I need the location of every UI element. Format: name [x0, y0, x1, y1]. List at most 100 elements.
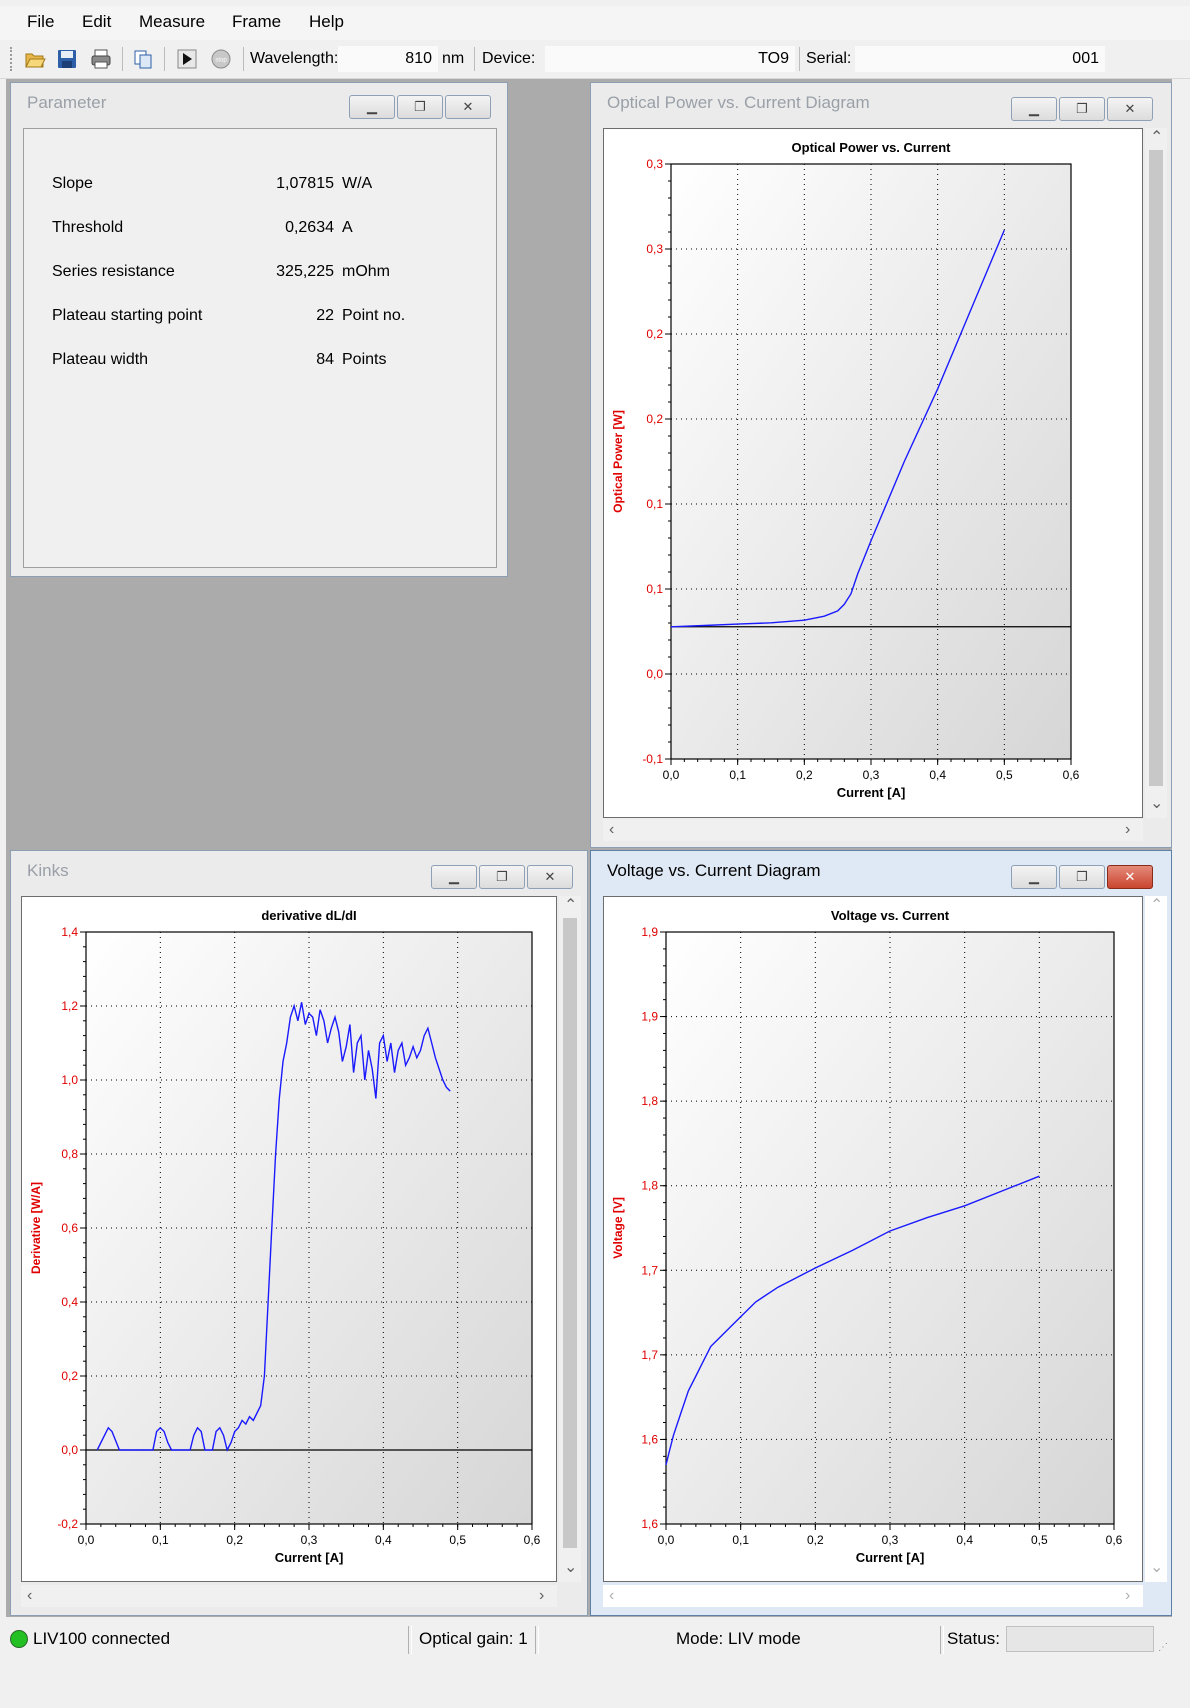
open-folder-icon[interactable] — [24, 48, 46, 70]
wavelength-field[interactable]: 810 — [338, 46, 438, 72]
scroll-down-arrow[interactable]: ⌄ — [564, 1559, 578, 1576]
scroll-right-arrow[interactable]: › — [1125, 821, 1131, 838]
y-tick-label: 0,2 — [646, 327, 663, 341]
device-label: Device: — [482, 50, 536, 67]
device-field[interactable]: TO9 — [545, 46, 795, 72]
menu-bar: File Edit Measure Frame Help — [0, 6, 1190, 40]
scroll-down-arrow[interactable]: ⌄ — [1150, 1559, 1164, 1576]
scroll-right-arrow[interactable]: › — [1125, 1587, 1131, 1604]
close-button[interactable]: ✕ — [1107, 97, 1153, 121]
restore-button[interactable]: ❐ — [397, 95, 443, 119]
x-tick-label: 0,6 — [1063, 768, 1080, 782]
y-tick-label: 0,3 — [646, 242, 663, 256]
x-tick-label: 0,0 — [658, 1533, 675, 1547]
toolbar: stop Wavelength: 810 nm Device: TO9 Seri… — [0, 42, 1190, 79]
scroll-thumb[interactable] — [1149, 150, 1163, 786]
x-tick-label: 0,1 — [152, 1533, 169, 1547]
y-tick-label: 0,4 — [61, 1295, 78, 1309]
horizontal-scrollbar[interactable]: ‹ › — [603, 819, 1143, 841]
scroll-left-arrow[interactable]: ‹ — [609, 821, 615, 838]
serial-label: Serial: — [806, 50, 852, 67]
parameter-label: Plateau width — [52, 351, 149, 368]
menu-measure[interactable]: Measure — [139, 12, 206, 31]
menu-frame[interactable]: Frame — [232, 12, 282, 31]
save-icon[interactable] — [56, 48, 78, 70]
y-tick-label: 1,7 — [641, 1263, 658, 1277]
restore-button[interactable]: ❐ — [1059, 865, 1105, 889]
scroll-down-arrow[interactable]: ⌄ — [1150, 795, 1164, 812]
horizontal-scrollbar[interactable]: ‹ › — [21, 1585, 557, 1607]
minimize-button[interactable]: ▁ — [431, 865, 477, 889]
chart-title: derivative dL/dI — [261, 908, 356, 923]
y-tick-label: 0,0 — [61, 1443, 78, 1457]
minimize-button[interactable]: ▁ — [1011, 865, 1057, 889]
scroll-up-arrow[interactable]: ⌃ — [564, 897, 578, 914]
y-tick-label: 1,8 — [641, 1179, 658, 1193]
print-icon[interactable] — [90, 48, 112, 70]
y-axis-label: Voltage [V] — [611, 1197, 625, 1259]
scroll-left-arrow[interactable]: ‹ — [609, 1587, 615, 1604]
y-tick-label: -0,1 — [642, 752, 663, 766]
kinks-window[interactable]: Kinks ▁ ❐ ✕ 0,0 0,1 0,2 0,3 0,4 0,5 0,6 -0,2 0,0… — [10, 850, 588, 1616]
menu-edit[interactable]: Edit — [82, 12, 112, 31]
parameter-unit: mOhm — [342, 263, 390, 280]
parameter-value: 22 — [316, 307, 334, 324]
y-tick-label: 0,3 — [646, 157, 663, 171]
serial-field[interactable]: 001 — [855, 46, 1105, 72]
vertical-scrollbar[interactable]: ⌃ ⌄ — [559, 896, 581, 1582]
minimize-button[interactable]: ▁ — [349, 95, 395, 119]
parameter-unit: A — [342, 219, 353, 236]
optical-power-window[interactable]: Optical Power vs. Current Diagram ▁ ❐ ✕ … — [590, 82, 1172, 848]
scroll-up-arrow[interactable]: ⌃ — [1150, 897, 1164, 914]
wavelength-label: Wavelength: — [250, 50, 339, 67]
scroll-up-arrow[interactable]: ⌃ — [1150, 129, 1164, 146]
status-progress-field — [1006, 1626, 1154, 1652]
close-button[interactable]: ✕ — [445, 95, 491, 119]
x-tick-label: 0,4 — [956, 1533, 973, 1547]
menu-help[interactable]: Help — [309, 12, 344, 31]
horizontal-scrollbar[interactable]: ‹ › — [603, 1585, 1143, 1607]
close-button[interactable]: ✕ — [1107, 865, 1153, 889]
y-tick-label: 0,2 — [61, 1369, 78, 1383]
restore-button[interactable]: ❐ — [1059, 97, 1105, 121]
scroll-right-arrow[interactable]: › — [539, 1587, 545, 1604]
y-tick-label: 1,8 — [641, 1094, 658, 1108]
x-tick-label: 0,5 — [449, 1533, 466, 1547]
y-tick-label: 0,6 — [61, 1221, 78, 1235]
stop-icon[interactable]: stop — [210, 48, 232, 70]
connection-status: LIV100 connected — [33, 1629, 171, 1648]
x-tick-label: 0,3 — [863, 768, 880, 782]
x-tick-label: 0,3 — [882, 1533, 899, 1547]
minimize-button[interactable]: ▁ — [1011, 97, 1057, 121]
parameter-unit: Points — [342, 351, 387, 368]
y-axis-label: Derivative [W/A] — [29, 1182, 43, 1274]
vertical-scrollbar[interactable]: ⌃ ⌄ — [1145, 896, 1167, 1582]
scroll-thumb[interactable] — [563, 918, 577, 1548]
parameter-window[interactable]: Parameter ▁ ❐ ✕ Slope 1,07815 W/A Threshold… — [10, 82, 508, 577]
close-button[interactable]: ✕ — [527, 865, 573, 889]
status-bar: LIV100 connected Optical gain: 1 Mode: L… — [0, 1620, 1190, 1660]
x-axis-label: Current [A] — [275, 1550, 344, 1565]
y-tick-label: 0,8 — [61, 1147, 78, 1161]
menu-file[interactable]: File — [27, 12, 55, 31]
mode-status: Mode: LIV mode — [676, 1629, 801, 1648]
resize-grip-icon[interactable]: ⋰ — [1158, 1642, 1168, 1653]
restore-button[interactable]: ❐ — [479, 865, 525, 889]
parameter-label: Plateau starting point — [52, 307, 203, 324]
copy-icon[interactable] — [132, 48, 154, 70]
y-tick-label: 1,6 — [641, 1517, 658, 1531]
chart-title: Optical Power vs. Current — [792, 140, 952, 155]
voltage-window-title: Voltage vs. Current Diagram — [607, 861, 821, 880]
parameter-value: 325,225 — [276, 263, 334, 280]
play-icon[interactable] — [176, 48, 198, 70]
y-tick-label: 1,4 — [61, 925, 78, 939]
x-tick-label: 0,6 — [1106, 1533, 1123, 1547]
y-tick-label: 1,6 — [641, 1432, 658, 1446]
x-tick-label: 0,4 — [375, 1533, 392, 1547]
x-tick-label: 0,0 — [78, 1533, 95, 1547]
voltage-window[interactable]: Voltage vs. Current Diagram ▁ ❐ ✕ 0,0 0,1… — [590, 850, 1172, 1616]
x-tick-label: 0,6 — [524, 1533, 541, 1547]
scroll-left-arrow[interactable]: ‹ — [27, 1587, 33, 1604]
vertical-scrollbar[interactable]: ⌃ ⌄ — [1145, 128, 1167, 818]
toolbar-grip[interactable] — [10, 47, 13, 71]
